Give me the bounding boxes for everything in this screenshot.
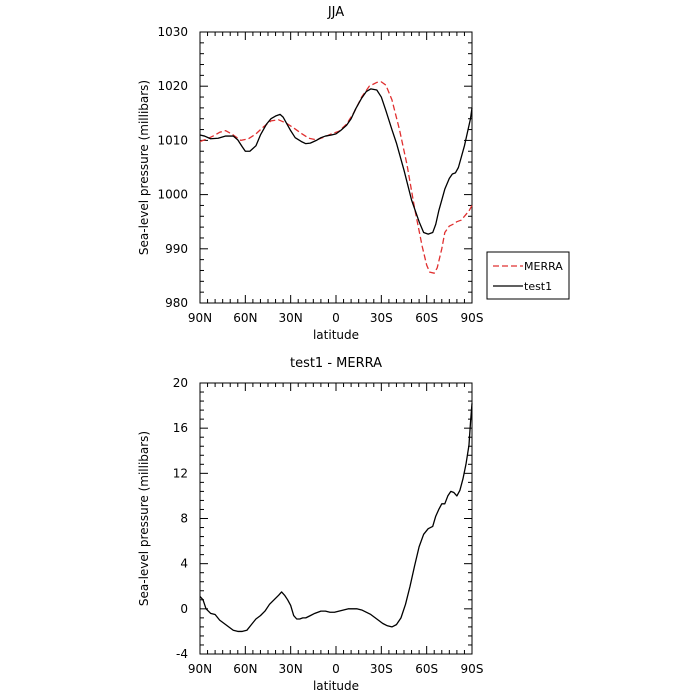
x-tick-label: 30N [279,662,303,676]
x-tick-label: 30S [370,311,393,325]
y-tick-label: 980 [165,296,188,310]
series-line-merra [199,81,473,274]
x-tick-label: 30S [370,662,393,676]
x-tick-label: 60S [415,311,438,325]
chart-title: test1 - MERRA [290,356,382,371]
y-axis-label: Sea-level pressure (millibars) [137,80,151,255]
x-tick-label: 0 [332,311,340,325]
series-line-test1 [199,403,473,633]
x-tick-label: 90S [461,662,484,676]
chart-panel-1: JJA 90N 60N 30N 0 30S 60S 90S 980 990 1000 1010 1020… [137,5,570,342]
x-tick-label: 0 [332,662,340,676]
legend-label-test1: test1 [524,280,552,293]
x-tick-label: 60N [233,662,257,676]
x-tick-label: 90S [461,311,484,325]
x-tick-label: 90N [188,662,212,676]
y-tick-label: 1000 [157,188,188,202]
legend-label-merra: MERRA [524,260,563,273]
y-tick-label: -4 [176,647,188,661]
y-tick-label: 20 [173,376,188,390]
x-tick-label: 30N [279,311,303,325]
x-tick-label: 60N [233,311,257,325]
y-tick-label: 0 [180,602,188,616]
legend-box [486,251,570,300]
y-tick-label: 16 [173,421,188,435]
x-axis-label: latitude [313,679,359,693]
y-tick-label: 990 [165,242,188,256]
legend: MERRA test1 [486,251,570,300]
y-tick-label: 1030 [157,25,188,39]
x-axis-label: latitude [313,328,359,342]
x-tick-label: 90N [188,311,212,325]
y-tick-label: 12 [173,466,188,480]
x-tick-label: 60S [415,662,438,676]
y-tick-label: 1010 [157,133,188,147]
y-tick-label: 1020 [157,79,188,93]
chart-panel-2: test1 - MERRA 90N 60N 30N 0 30S 60S 90S -4 0 4 8 12 1… [137,356,483,693]
y-axis-label: Sea-level pressure (millibars) [137,431,151,606]
plot-frame [199,31,473,304]
y-tick-label: 8 [180,512,188,526]
y-tick-label: 4 [180,557,188,571]
chart-title: JJA [327,5,344,20]
series-line-test1 [199,88,473,235]
plot-frame [199,382,473,655]
